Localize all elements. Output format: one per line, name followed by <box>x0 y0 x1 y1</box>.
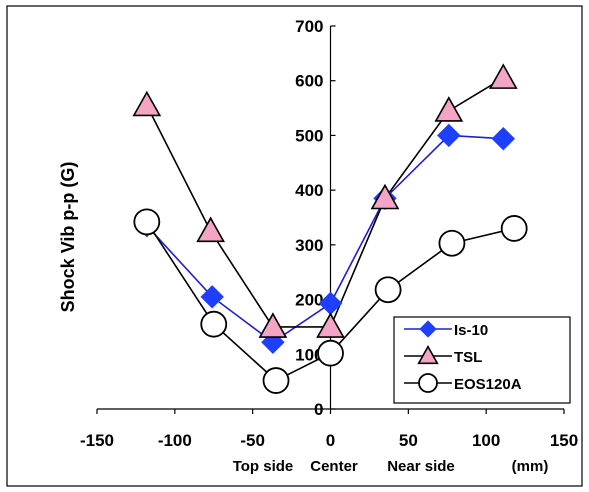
y-tick-label: 300 <box>295 236 323 255</box>
point-diamond <box>491 127 515 151</box>
legend-label: TSL <box>454 349 482 366</box>
series-layer <box>132 63 528 394</box>
x-tick-label: 150 <box>550 431 578 450</box>
x-axis-captions: Top side Center Near side (mm) <box>233 458 549 475</box>
x-tick-label: -150 <box>80 431 114 450</box>
legend-entry: TSL <box>404 345 482 366</box>
point-triangle <box>132 90 162 117</box>
x-axis-caption: Top side <box>233 458 294 475</box>
point-diamond <box>200 285 224 309</box>
point-diamond <box>419 320 437 338</box>
y-tick-label: 500 <box>295 126 323 145</box>
point-circle <box>418 373 438 393</box>
x-axis-caption: (mm) <box>512 458 549 475</box>
point-triangle <box>316 312 345 338</box>
x-axis-caption: Center <box>310 458 358 475</box>
point-circle <box>262 367 290 394</box>
point-circle <box>200 310 228 338</box>
point-circle <box>133 208 161 236</box>
point-circle <box>438 229 466 257</box>
point-triangle <box>370 183 400 210</box>
legend-entry: EOS120A <box>404 373 522 393</box>
x-tick-label: -100 <box>158 431 192 450</box>
legend-entry: Is-10 <box>404 320 488 339</box>
legend-label: EOS120A <box>454 376 522 393</box>
x-tick-label: 0 <box>326 431 335 450</box>
axes: -150 -100 -50 0 50 100 15001002003004005006007… <box>80 17 578 450</box>
legend: Is-10 TSL EOS120A <box>393 316 571 404</box>
y-tick-label: 400 <box>295 181 323 200</box>
plot-border <box>6 5 583 487</box>
point-triangle <box>488 63 518 89</box>
point-triangle <box>434 96 464 122</box>
y-tick-label: 700 <box>295 17 323 36</box>
x-axis-caption: Near side <box>387 458 455 475</box>
point-triangle <box>417 345 439 365</box>
point-triangle <box>196 216 226 243</box>
y-axis-label: Shock Vib p-p (G) <box>58 162 78 313</box>
point-circle <box>500 215 528 242</box>
y-tick-label: 0 <box>314 400 323 419</box>
x-tick-label: 50 <box>399 431 418 450</box>
x-tick-label: -50 <box>240 431 265 450</box>
x-tick-label: 100 <box>472 431 500 450</box>
point-diamond <box>437 123 461 148</box>
series-markers <box>133 208 528 394</box>
point-circle <box>374 276 402 304</box>
legend-label: Is-10 <box>454 322 488 339</box>
point-triangle <box>258 312 288 338</box>
series-markers <box>132 63 518 338</box>
y-tick-label: 600 <box>295 72 323 91</box>
y-tick-label: 200 <box>295 291 323 310</box>
point-circle <box>317 339 344 367</box>
